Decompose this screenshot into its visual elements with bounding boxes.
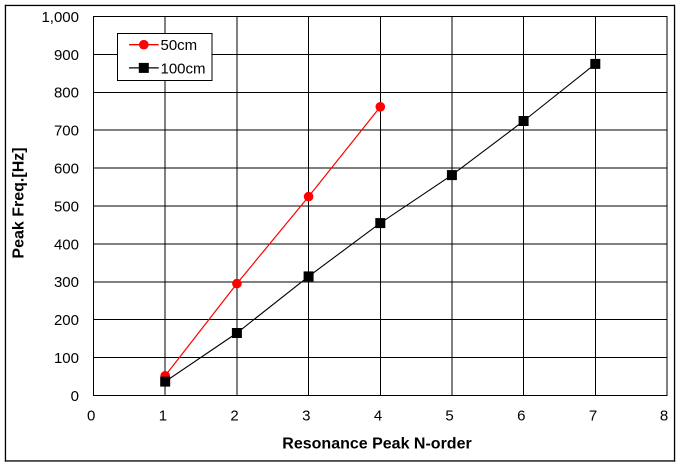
svg-text:600: 600 <box>54 161 79 178</box>
svg-text:50cm: 50cm <box>161 37 198 54</box>
svg-text:1: 1 <box>159 407 167 424</box>
svg-text:8: 8 <box>660 407 668 424</box>
svg-text:6: 6 <box>517 407 525 424</box>
svg-text:Peak Freq.[Hz]: Peak Freq.[Hz] <box>10 147 27 258</box>
svg-text:0: 0 <box>87 407 95 424</box>
svg-text:0: 0 <box>71 388 79 405</box>
svg-text:3: 3 <box>302 407 310 424</box>
svg-text:5: 5 <box>445 407 453 424</box>
svg-text:1,000: 1,000 <box>41 9 79 26</box>
svg-text:100: 100 <box>54 350 79 367</box>
svg-text:400: 400 <box>54 236 79 253</box>
svg-text:100cm: 100cm <box>161 60 206 77</box>
svg-text:2: 2 <box>230 407 238 424</box>
svg-text:700: 700 <box>54 123 79 140</box>
svg-text:900: 900 <box>54 47 79 64</box>
svg-text:Resonance Peak N-order: Resonance Peak N-order <box>282 435 471 452</box>
svg-text:500: 500 <box>54 198 79 215</box>
svg-text:800: 800 <box>54 85 79 102</box>
svg-text:300: 300 <box>54 274 79 291</box>
svg-text:4: 4 <box>374 407 382 424</box>
svg-text:7: 7 <box>589 407 597 424</box>
svg-text:200: 200 <box>54 312 79 329</box>
